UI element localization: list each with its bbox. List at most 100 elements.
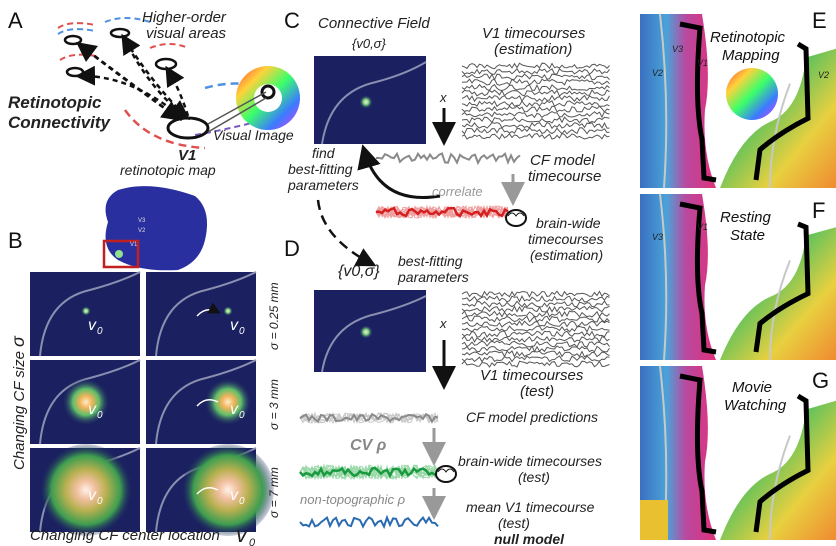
map-f-title-1: Resting <box>720 209 772 226</box>
brain-wide-timecourses-green <box>299 463 439 481</box>
v1-v2-boundary-right <box>753 221 811 353</box>
v1-trace <box>461 345 610 353</box>
retinotopic-connectivity-label-1: Retinotopic <box>8 93 102 112</box>
connective-field-title: Connective Field <box>318 15 430 32</box>
prediction-trace-mean <box>299 412 439 424</box>
v1-trace <box>461 100 610 108</box>
v1-v2-boundary-right <box>753 393 811 533</box>
cf-model-predictions <box>299 411 439 425</box>
best-fitting-label-1: best-fitting <box>398 253 463 269</box>
sulcus-line <box>659 13 668 189</box>
panel-label-g: G <box>812 368 829 393</box>
v1-trace <box>461 110 610 119</box>
params-d: {v0,σ} <box>338 263 380 280</box>
cf-size-grid <box>30 271 274 536</box>
cf-model-line <box>375 151 521 166</box>
v1-trace <box>461 83 610 92</box>
v1-trace <box>461 73 610 81</box>
v0-label: v <box>230 401 239 418</box>
v1-trace <box>461 62 610 70</box>
cf-center-symbol-sub: 0 <box>249 537 256 546</box>
sigma-row-1: σ = 0.25 mm <box>267 282 281 350</box>
v1-trace <box>461 305 610 313</box>
v1-v2-boundary-left <box>679 373 717 535</box>
brainwide-label-3: (estimation) <box>530 247 603 263</box>
v1-trace <box>461 89 610 97</box>
v0-labels: v 0 v 0 v 0 v 0 v 0 v 0 <box>88 317 245 507</box>
c-to-d-arrow <box>316 199 377 267</box>
v0-sub: 0 <box>97 496 103 507</box>
sulcus-line <box>659 193 668 361</box>
map-e-title-2: Mapping <box>722 47 780 64</box>
panel-label-b: B <box>8 228 23 253</box>
brain-trace-mean <box>375 206 509 219</box>
map-g-title-1: Movie <box>732 379 772 396</box>
cf-tile-c <box>314 56 427 145</box>
v1-trace <box>461 325 610 333</box>
brainwide-label-1: brain-wide <box>536 215 601 231</box>
green-trace-mean <box>299 466 439 479</box>
v0-sub: 0 <box>239 326 245 337</box>
v1-trace <box>461 315 610 323</box>
cf-predictions-label: CF model predictions <box>466 409 598 425</box>
cf-tile-d <box>314 290 427 373</box>
map-g-title-2: Watching <box>724 397 787 414</box>
v1-trace <box>461 127 610 135</box>
brain-label-v2: V2 <box>138 228 146 234</box>
panel-a-diagram <box>57 17 300 150</box>
panel-b-brain <box>102 186 208 271</box>
green-trace-faint <box>299 464 439 481</box>
visual-image-label: Visual Image <box>213 127 294 143</box>
cf-center-axis-label: Changing CF center location <box>30 527 220 544</box>
v0-label: v <box>230 317 239 334</box>
panel-label-a: A <box>8 8 23 33</box>
multiply-symbol-c: x <box>439 90 447 105</box>
cf-center-symbol: v <box>236 522 249 546</box>
v1-trace <box>461 94 610 103</box>
cf-model-label-2: timecourse <box>528 168 601 185</box>
v1-test-label-2: (test) <box>520 383 554 400</box>
v1-trace <box>461 105 610 113</box>
map-area-label: V2 <box>652 68 663 78</box>
map-yellow-patch <box>640 500 668 540</box>
best-fitting-label-2: parameters <box>397 269 469 285</box>
find-label-2: best-fitting <box>288 161 353 177</box>
v1-trace <box>461 116 610 124</box>
v1-label: V1 <box>178 147 196 164</box>
v1-trace <box>461 335 610 343</box>
brainwide-test-label-2: (test) <box>518 469 550 485</box>
v0-sub: 0 <box>239 496 245 507</box>
multiply-symbol-d: x <box>439 316 447 331</box>
v1-trace <box>461 132 610 140</box>
nontopo-rho-label: non-topographic ρ <box>300 492 406 507</box>
retinotopic-map-label: retinotopic map <box>120 162 216 178</box>
v1-trace <box>461 309 610 318</box>
v1-timecourses-subtitle: (estimation) <box>494 41 572 58</box>
brain-label-v1: V1 <box>130 242 138 248</box>
v1-trace <box>461 330 610 338</box>
v1-trace <box>461 78 610 86</box>
higher-order-label-1: Higher-order <box>142 9 227 26</box>
v1-test-label-1: V1 timecourses <box>480 367 584 384</box>
v0-label: v <box>88 317 97 334</box>
find-label-1: find <box>312 145 336 161</box>
v0-label: v <box>230 487 239 504</box>
cv-rho-label: CV ρ <box>350 437 387 454</box>
null-model-label: null model <box>494 531 565 546</box>
brain-label-v3: V3 <box>138 218 146 224</box>
map-area-label: V1 <box>697 222 708 232</box>
map-f-title-2: State <box>730 227 765 244</box>
higher-order-label-2: visual areas <box>146 25 227 42</box>
map-area-label: V1 <box>697 58 708 68</box>
v1-trace <box>461 355 610 363</box>
correlate-label: correlate <box>432 184 483 199</box>
mean-v1-label-1: mean V1 timecourse <box>466 499 595 515</box>
map-area-label: V2 <box>818 70 829 80</box>
v1-trace <box>461 67 610 75</box>
map-area-label: V3 <box>672 44 683 54</box>
panel-label-c: C <box>284 8 300 33</box>
mean-v1-label-2: (test) <box>498 515 530 531</box>
panel-label-e: E <box>812 8 827 33</box>
v1-trace <box>461 360 610 368</box>
